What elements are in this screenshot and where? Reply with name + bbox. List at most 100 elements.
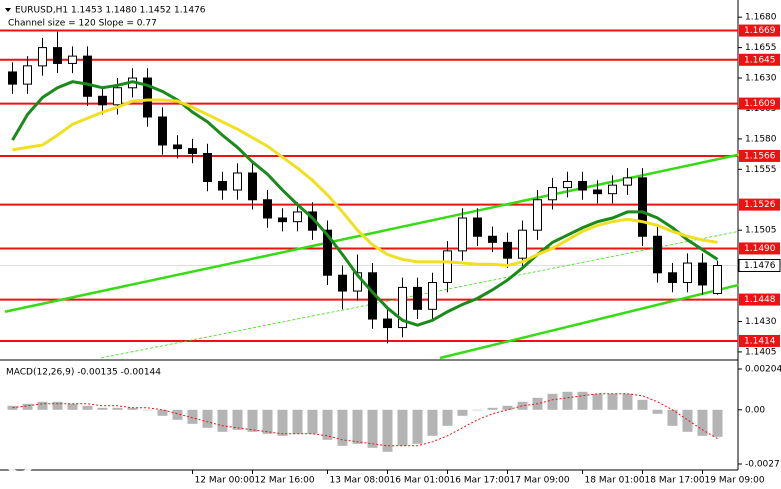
macd-bar bbox=[292, 409, 303, 434]
macd-title: MACD(12,26,9) -0.00135 -0.00144 bbox=[6, 368, 161, 378]
level-label: 1.1490 bbox=[744, 244, 776, 254]
chart-title: EURUSD,H1 1.1453 1.1480 1.1452 1.1476 bbox=[15, 6, 206, 16]
chart-subtitle: Channel size = 120 Slope = 0.77 bbox=[8, 19, 157, 29]
macd-bar bbox=[622, 393, 633, 410]
macd-bar bbox=[517, 401, 528, 410]
candle-body bbox=[8, 71, 17, 85]
candle-body bbox=[638, 177, 647, 237]
candle-body bbox=[338, 274, 347, 292]
candle-body bbox=[323, 229, 332, 276]
candle-body bbox=[278, 217, 287, 223]
y-tick-label: 1.1555 bbox=[745, 165, 777, 175]
candle-body bbox=[68, 55, 77, 64]
y-tick-label: 1.1680 bbox=[745, 13, 777, 23]
candle-body bbox=[533, 199, 542, 231]
macd-bar bbox=[322, 409, 333, 440]
candle-body bbox=[458, 217, 467, 252]
macd-bar bbox=[712, 409, 723, 437]
candle-body bbox=[653, 235, 662, 274]
macd-bar bbox=[667, 409, 678, 426]
level-tag bbox=[739, 198, 780, 211]
x-tick-label: 16 Mar 01:00 bbox=[390, 476, 450, 486]
candle-body bbox=[263, 199, 272, 219]
macd-bar bbox=[427, 409, 438, 436]
candle-body bbox=[473, 217, 482, 237]
candle-body bbox=[698, 262, 707, 286]
x-tick-label: 17 Mar 09:00 bbox=[510, 476, 570, 486]
channel-line bbox=[4, 153, 739, 313]
macd-bar bbox=[502, 405, 513, 410]
macd-bar bbox=[112, 407, 123, 410]
y-tick-label: 0.00 bbox=[745, 405, 765, 415]
macd-bar bbox=[637, 399, 648, 410]
brand-name: instaforex bbox=[38, 441, 188, 471]
channel-line bbox=[439, 283, 739, 360]
current-price-label: 1.1476 bbox=[744, 261, 776, 271]
level-tag bbox=[739, 334, 780, 347]
macd-signal bbox=[12, 393, 718, 447]
macd-bar bbox=[412, 409, 423, 444]
y-tick-label: 1.1405 bbox=[745, 347, 777, 357]
candle-body bbox=[503, 241, 512, 259]
candle-body bbox=[563, 181, 572, 189]
candle-body bbox=[413, 286, 422, 310]
y-tick-label: -0.00271 bbox=[745, 460, 781, 470]
level-tag bbox=[739, 53, 780, 66]
macd-bar bbox=[37, 401, 48, 410]
level-tag bbox=[739, 97, 780, 110]
x-tick-label: 12 Mar 16:00 bbox=[255, 476, 315, 486]
macd-bar bbox=[472, 409, 483, 411]
macd-bar bbox=[22, 403, 33, 410]
level-tag bbox=[739, 293, 780, 306]
level-label: 1.1645 bbox=[744, 55, 776, 65]
y-tick-label: 1.1655 bbox=[745, 43, 777, 53]
macd-bar bbox=[577, 391, 588, 410]
candle-body bbox=[683, 262, 692, 284]
macd-bar bbox=[547, 393, 558, 410]
x-tick-label: 13 Mar 08:00 bbox=[330, 476, 390, 486]
level-tag bbox=[739, 242, 780, 255]
level-label: 1.1566 bbox=[744, 151, 776, 161]
level-label: 1.1448 bbox=[744, 295, 776, 305]
candle-body bbox=[488, 235, 497, 243]
candle-body bbox=[428, 282, 437, 310]
logo-icon bbox=[5, 445, 35, 475]
candle-body bbox=[518, 229, 527, 259]
macd-bar bbox=[247, 409, 258, 432]
candle-body bbox=[188, 148, 197, 155]
y-tick-label: 1.1630 bbox=[745, 74, 777, 84]
macd-bar bbox=[172, 409, 183, 420]
plot: 1.16801.16551.16301.16051.15801.15551.15… bbox=[0, 13, 781, 486]
candle-body bbox=[668, 272, 677, 284]
macd-bar bbox=[127, 407, 138, 410]
y-tick-label: 1.1580 bbox=[745, 134, 777, 144]
menu-arrow bbox=[5, 8, 11, 12]
y-tick-label: 1.1505 bbox=[745, 226, 777, 236]
brand-tagline: Instant Forex Trading bbox=[40, 472, 156, 485]
macd-bar bbox=[337, 409, 348, 446]
macd-bar bbox=[307, 409, 318, 434]
x-tick-label: 18 Mar 01:00 bbox=[585, 476, 645, 486]
y-tick-label: 1.1430 bbox=[745, 317, 777, 327]
macd-bar bbox=[352, 409, 363, 444]
candle-body bbox=[293, 211, 302, 223]
x-tick-label: 12 Mar 00:00 bbox=[195, 476, 255, 486]
candle-body bbox=[38, 47, 47, 67]
current-price-tag bbox=[738, 258, 781, 272]
macd-bar bbox=[697, 409, 708, 436]
x-tick-label: 18 Mar 17:00 bbox=[645, 476, 705, 486]
level-label: 1.1609 bbox=[744, 99, 776, 109]
macd-bar bbox=[97, 407, 108, 410]
level-label: 1.1414 bbox=[744, 336, 776, 346]
candle-body bbox=[623, 177, 632, 186]
moving-average bbox=[11, 80, 719, 327]
candle-body bbox=[233, 172, 242, 191]
macd-bar bbox=[262, 409, 273, 434]
candle-body bbox=[23, 65, 32, 85]
candle-body bbox=[548, 187, 557, 201]
candle-body bbox=[398, 286, 407, 329]
candle-body bbox=[203, 153, 212, 182]
candle-body bbox=[593, 189, 602, 195]
macd-bar bbox=[592, 393, 603, 410]
